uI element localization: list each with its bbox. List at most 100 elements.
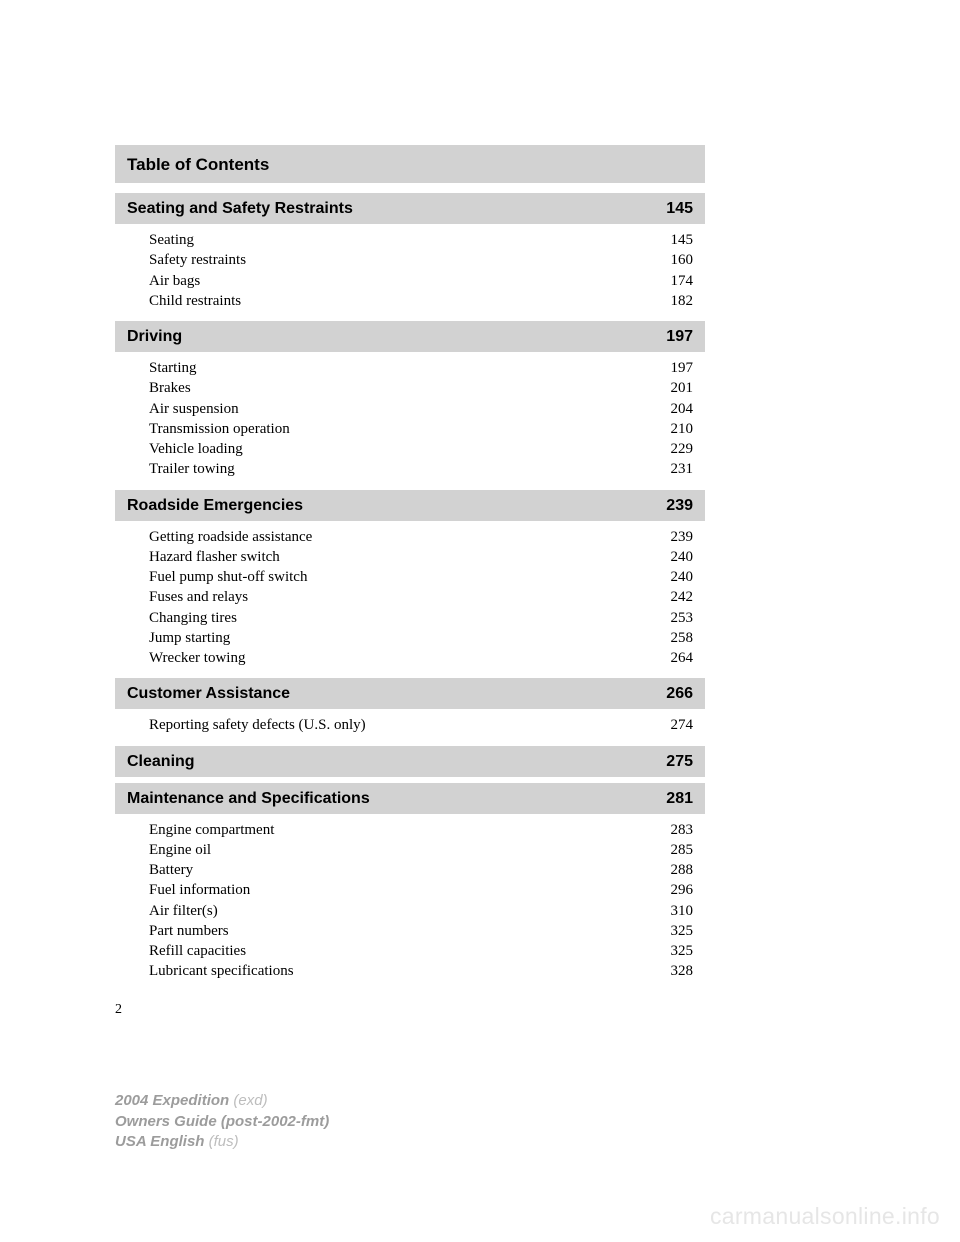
toc-item-page: 240 <box>671 567 694 587</box>
toc-item-label: Transmission operation <box>149 419 290 439</box>
footer-lang-line: USA English (fus) <box>115 1132 329 1152</box>
section-header: Cleaning 275 <box>115 746 705 777</box>
toc-item-page: 201 <box>671 378 694 398</box>
toc-item: Seating 145 <box>149 230 693 250</box>
toc-item: Lubricant specifications 328 <box>149 961 693 981</box>
toc-item-label: Engine oil <box>149 840 211 860</box>
toc-item: Air suspension 204 <box>149 399 693 419</box>
toc-item-label: Hazard flasher switch <box>149 547 280 567</box>
toc-item: Child restraints 182 <box>149 291 693 311</box>
toc-item: Changing tires 253 <box>149 608 693 628</box>
toc-item-label: Air filter(s) <box>149 901 218 921</box>
toc-item: Wrecker towing 264 <box>149 648 693 668</box>
section-header: Roadside Emergencies 239 <box>115 490 705 521</box>
toc-item-label: Seating <box>149 230 194 250</box>
section-items: Seating 145 Safety restraints 160 Air bags 17… <box>115 224 705 315</box>
toc-item: Brakes 201 <box>149 378 693 398</box>
section-title: Driving <box>127 328 182 346</box>
toc-item-page: 264 <box>671 648 694 668</box>
toc-item-page: 240 <box>671 547 694 567</box>
toc-item-label: Air bags <box>149 271 200 291</box>
toc-sections: Seating and Safety Restraints145Seating1… <box>115 193 705 986</box>
toc-item-page: 145 <box>671 230 694 250</box>
toc-header: Table of Contents <box>115 145 705 183</box>
toc-item-label: Getting roadside assistance <box>149 527 312 547</box>
toc-item-label: Fuses and relays <box>149 587 248 607</box>
toc-item: Engine oil 285 <box>149 840 693 860</box>
footer-model-line: 2004 Expedition (exd) <box>115 1091 329 1111</box>
toc-item-page: 274 <box>671 715 694 735</box>
toc-item-label: Lubricant specifications <box>149 961 294 981</box>
footer-model-code: (exd) <box>233 1092 267 1109</box>
toc-item-label: Engine compartment <box>149 820 274 840</box>
toc-item: Refill capacities 325 <box>149 941 693 961</box>
toc-item-label: Reporting safety defects (U.S. only) <box>149 715 366 735</box>
toc-item-page: 197 <box>671 358 694 378</box>
toc-item: Hazard flasher switch 240 <box>149 547 693 567</box>
section-page: 281 <box>666 790 693 808</box>
toc-item-label: Safety restraints <box>149 250 246 270</box>
toc-item: Engine compartment 283 <box>149 820 693 840</box>
toc-item-page: 182 <box>671 291 694 311</box>
toc-item-label: Fuel information <box>149 880 250 900</box>
footer-model: 2004 Expedition <box>115 1092 229 1109</box>
toc-item: Getting roadside assistance 239 <box>149 527 693 547</box>
footer-guide: Owners Guide (post-2002-fmt) <box>115 1112 329 1132</box>
toc-item-label: Vehicle loading <box>149 439 243 459</box>
section-header: Seating and Safety Restraints145 <box>115 193 705 224</box>
toc-item-label: Refill capacities <box>149 941 246 961</box>
toc-item: Air bags 174 <box>149 271 693 291</box>
toc-item: Starting197 <box>149 358 693 378</box>
toc-item-page: 229 <box>671 439 694 459</box>
toc-item-page: 160 <box>671 250 694 270</box>
section-title: Seating and Safety Restraints <box>127 200 353 218</box>
section-page: 197 <box>666 328 693 346</box>
footer-lang: USA English <box>115 1133 204 1150</box>
toc-item-label: Jump starting <box>149 628 230 648</box>
section-items: Starting197Brakes201Air suspension204Tra… <box>115 352 705 484</box>
toc-item: Jump starting 258 <box>149 628 693 648</box>
section-title: Cleaning <box>127 753 195 771</box>
toc-item: Fuel pump shut-off switch 240 <box>149 567 693 587</box>
section-page: 275 <box>666 753 693 771</box>
toc-item-page: 242 <box>671 587 694 607</box>
toc-item-label: Battery <box>149 860 193 880</box>
watermark: carmanualsonline.info <box>710 1203 940 1230</box>
toc-item-label: Wrecker towing <box>149 648 245 668</box>
toc-item-page: 174 <box>671 271 694 291</box>
section-title: Maintenance and Specifications <box>127 790 370 808</box>
section-page: 239 <box>666 497 693 515</box>
section-header: Maintenance and Specifications 281 <box>115 783 705 814</box>
toc-item-label: Child restraints <box>149 291 241 311</box>
toc-item-page: 204 <box>671 399 694 419</box>
toc-item: Battery288 <box>149 860 693 880</box>
toc-item: Transmission operation 210 <box>149 419 693 439</box>
page-content: Table of Contents Seating and Safety Res… <box>115 145 705 1018</box>
section-header: Driving 197 <box>115 321 705 352</box>
section-title: Roadside Emergencies <box>127 497 303 515</box>
toc-item: Vehicle loading 229 <box>149 439 693 459</box>
toc-item-label: Brakes <box>149 378 191 398</box>
toc-item-label: Fuel pump shut-off switch <box>149 567 307 587</box>
toc-item-page: 296 <box>671 880 694 900</box>
toc-item: Air filter(s) 310 <box>149 901 693 921</box>
toc-item-label: Air suspension <box>149 399 239 419</box>
toc-item: Fuses and relays 242 <box>149 587 693 607</box>
toc-item-page: 253 <box>671 608 694 628</box>
footer-lang-code: (fus) <box>209 1133 239 1150</box>
section-items: Getting roadside assistance239Hazard fla… <box>115 521 705 673</box>
footer: 2004 Expedition (exd) Owners Guide (post… <box>115 1091 329 1152</box>
toc-item-page: 210 <box>671 419 694 439</box>
toc-item-page: 285 <box>671 840 694 860</box>
toc-item-page: 239 <box>671 527 694 547</box>
toc-item-page: 328 <box>671 961 694 981</box>
section-header: Customer Assistance266 <box>115 678 705 709</box>
toc-item-page: 310 <box>671 901 694 921</box>
toc-item-page: 283 <box>671 820 694 840</box>
toc-item-page: 258 <box>671 628 694 648</box>
toc-item: Reporting safety defects (U.S. only) 274 <box>149 715 693 735</box>
toc-item: Trailer towing231 <box>149 459 693 479</box>
toc-item-page: 231 <box>671 459 694 479</box>
toc-item-page: 325 <box>671 941 694 961</box>
toc-item-label: Changing tires <box>149 608 237 628</box>
